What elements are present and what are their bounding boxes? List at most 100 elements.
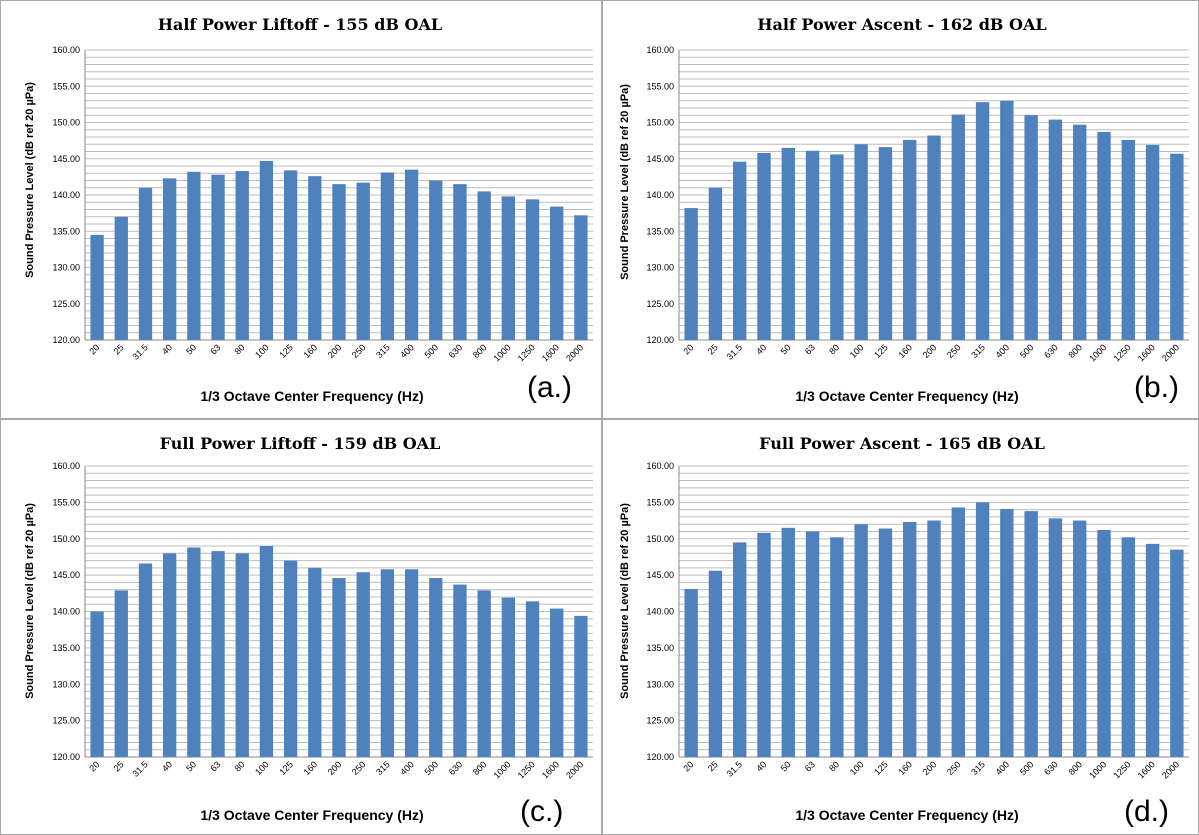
x-tick-label: 80 [232, 759, 246, 773]
y-tick-label: 140.00 [52, 607, 80, 617]
x-tick-label: 400 [994, 759, 1012, 777]
bar [1000, 508, 1014, 757]
x-tick-label: 200 [921, 759, 939, 777]
bar [525, 601, 540, 757]
bar [211, 174, 225, 340]
bar [951, 507, 965, 757]
y-tick-label: 150.00 [646, 534, 674, 544]
x-tick-label: 315 [374, 342, 392, 360]
bar [163, 178, 177, 340]
y-tick-label: 140.00 [646, 607, 674, 617]
x-tick-label: 800 [1066, 759, 1084, 777]
x-tick-label: 160 [896, 342, 914, 360]
y-tick-label: 140.00 [52, 190, 80, 200]
x-tick-label: 1000 [1087, 342, 1108, 363]
bar [114, 216, 128, 340]
x-tick-label: 250 [350, 759, 368, 777]
bar [684, 208, 698, 340]
bar [550, 206, 564, 340]
y-tick-label: 125.00 [646, 299, 674, 309]
x-tick-label: 315 [969, 759, 987, 777]
bar [903, 139, 917, 340]
y-tick-label: 130.00 [646, 263, 674, 273]
y-tick-label: 130.00 [52, 263, 80, 273]
bar [975, 502, 990, 757]
y-tick-label: 155.00 [646, 81, 674, 91]
x-tick-label: 25 [112, 342, 126, 356]
bar [356, 572, 370, 757]
x-tick-label: 125 [277, 342, 295, 360]
bar [708, 570, 723, 757]
bar [574, 615, 588, 757]
bar [259, 546, 274, 757]
x-tick-label: 400 [398, 342, 416, 360]
bar [477, 590, 491, 757]
x-tick-label: 20 [681, 342, 695, 356]
x-tick-label: 31.5 [130, 342, 149, 361]
x-tick-label: 630 [1042, 759, 1060, 777]
y-axis-label: Sound Pressure Level (dB ref 20 µPa) [24, 503, 36, 699]
y-tick-label: 155.00 [52, 497, 80, 507]
y-tick-label: 160.00 [646, 45, 674, 55]
x-tick-label: 100 [253, 342, 271, 360]
bar [684, 588, 698, 757]
y-tick-label: 135.00 [646, 643, 674, 653]
x-axis-label: 1/3 Octave Center Frequency (Hz) [795, 807, 1018, 823]
y-tick-label: 150.00 [52, 534, 80, 544]
bar [404, 169, 419, 340]
y-tick-label: 130.00 [52, 679, 80, 689]
chart-panel-c: Full Power Liftoff - 159 dB OAL Sound Pr… [24, 434, 593, 828]
chart-panel-d: Full Power Ascent - 165 dB OAL Sound Pre… [619, 434, 1189, 828]
x-axis-label: 1/3 Octave Center Frequency (Hz) [795, 388, 1018, 404]
x-tick-label: 160 [302, 342, 320, 360]
y-axis-label: Sound Pressure Level (dB ref 20 µPa) [619, 84, 631, 280]
x-tick-label: 2000 [564, 759, 585, 780]
bar [1073, 124, 1087, 340]
plot-area: 120.00 125.00 130.00 135.00 140.00 145.00 150.… [646, 461, 1189, 781]
bar [1121, 139, 1135, 340]
x-tick-label: 40 [754, 342, 768, 356]
bar [781, 527, 795, 757]
bar [878, 528, 893, 757]
bar [854, 144, 868, 340]
bar [830, 537, 844, 757]
y-tick-label: 140.00 [646, 190, 674, 200]
y-tick-label: 125.00 [52, 716, 80, 726]
y-tick-label: 145.00 [646, 154, 674, 164]
bar [878, 147, 893, 340]
y-tick-label: 130.00 [646, 679, 674, 689]
bar [138, 187, 153, 340]
y-tick-label: 120.00 [646, 335, 674, 345]
bar [235, 553, 249, 757]
x-tick-label: 25 [706, 342, 720, 356]
x-tick-label: 50 [779, 342, 793, 356]
bar [283, 170, 298, 340]
bar [1024, 511, 1038, 757]
bar [429, 180, 443, 340]
bar [1000, 100, 1014, 340]
y-tick-label: 135.00 [52, 643, 80, 653]
bar [259, 160, 274, 340]
bar [903, 522, 917, 757]
x-tick-label: 63 [208, 759, 222, 773]
panel-label: (a.) [527, 371, 572, 404]
bar [708, 187, 723, 340]
bar [927, 520, 941, 757]
bar [308, 176, 322, 340]
bar [380, 172, 395, 340]
bar [733, 161, 747, 340]
y-tick-label: 160.00 [52, 45, 80, 55]
x-tick-label: 1000 [1087, 759, 1108, 780]
bar [1024, 115, 1038, 340]
bar [550, 608, 564, 757]
x-tick-label: 800 [471, 759, 489, 777]
bar [951, 114, 965, 341]
panel-label: (c.) [520, 795, 563, 828]
x-tick-label: 1000 [492, 342, 513, 363]
bar [501, 597, 515, 757]
plot-area: 120.00 125.00 130.00 135.00 140.00 145.00 150.… [52, 461, 593, 781]
panel-label: (d.) [1124, 795, 1169, 828]
x-tick-label: 500 [422, 342, 440, 360]
bar [235, 171, 249, 340]
